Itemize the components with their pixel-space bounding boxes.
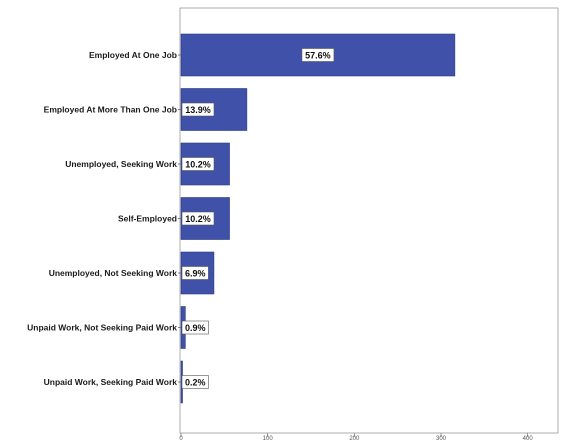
data-label-unemployed-not-seeking-work: 6.9% [185, 268, 206, 278]
category-label-unpaid-work-seeking-paid-work: Unpaid Work, Seeking Paid Work [44, 377, 178, 387]
category-label-unpaid-work-not-seeking-paid-work: Unpaid Work, Not Seeking Paid Work [27, 323, 177, 333]
data-label-self-employed: 10.2% [185, 214, 211, 224]
data-label-box [181, 266, 209, 280]
data-label-box [181, 157, 215, 171]
x-axis: 0 100 200 300 400 [179, 433, 533, 440]
x-tick-label: 400 [523, 436, 534, 440]
category-label-unemployed-seeking-work: Unemployed, Seeking Work [65, 159, 177, 169]
data-label-unpaid-work-not-seeking-paid-work: 0.9% [185, 323, 206, 333]
x-tick-label: 0 [179, 436, 183, 440]
x-tick-label: 200 [349, 436, 360, 440]
x-tick-label: 100 [263, 436, 274, 440]
data-label-box [181, 211, 215, 226]
category-label-employed-at-more-than-one-job: Employed At More Than One Job [44, 105, 177, 115]
x-tick-label: 300 [436, 436, 447, 440]
category-labels: Employed At One Job Employed At More Than… [27, 50, 181, 387]
plot-area [179, 7, 559, 434]
category-label-employed-at-one-job: Employed At One Job [89, 50, 177, 60]
data-label-unemployed-seeking-work: 10.2% [185, 159, 211, 169]
data-label-box [301, 48, 335, 62]
data-labels: 57.6% 13.9% 10.2% 10.2% 6.9% 0.9% 0.2% [181, 48, 335, 389]
category-label-unemployed-not-seeking-work: Unemployed, Not Seeking Work [49, 268, 178, 278]
category-label-self-employed: Self-Employed [118, 214, 177, 224]
data-label-box [181, 102, 215, 117]
data-label-employed-at-more-than-one-job: 13.9% [185, 105, 211, 115]
data-label-box [181, 320, 209, 335]
data-label-unpaid-work-seeking-paid-work: 0.2% [185, 377, 206, 387]
data-label-box [181, 375, 209, 389]
data-label-employed-at-one-job: 57.6% [305, 50, 331, 60]
